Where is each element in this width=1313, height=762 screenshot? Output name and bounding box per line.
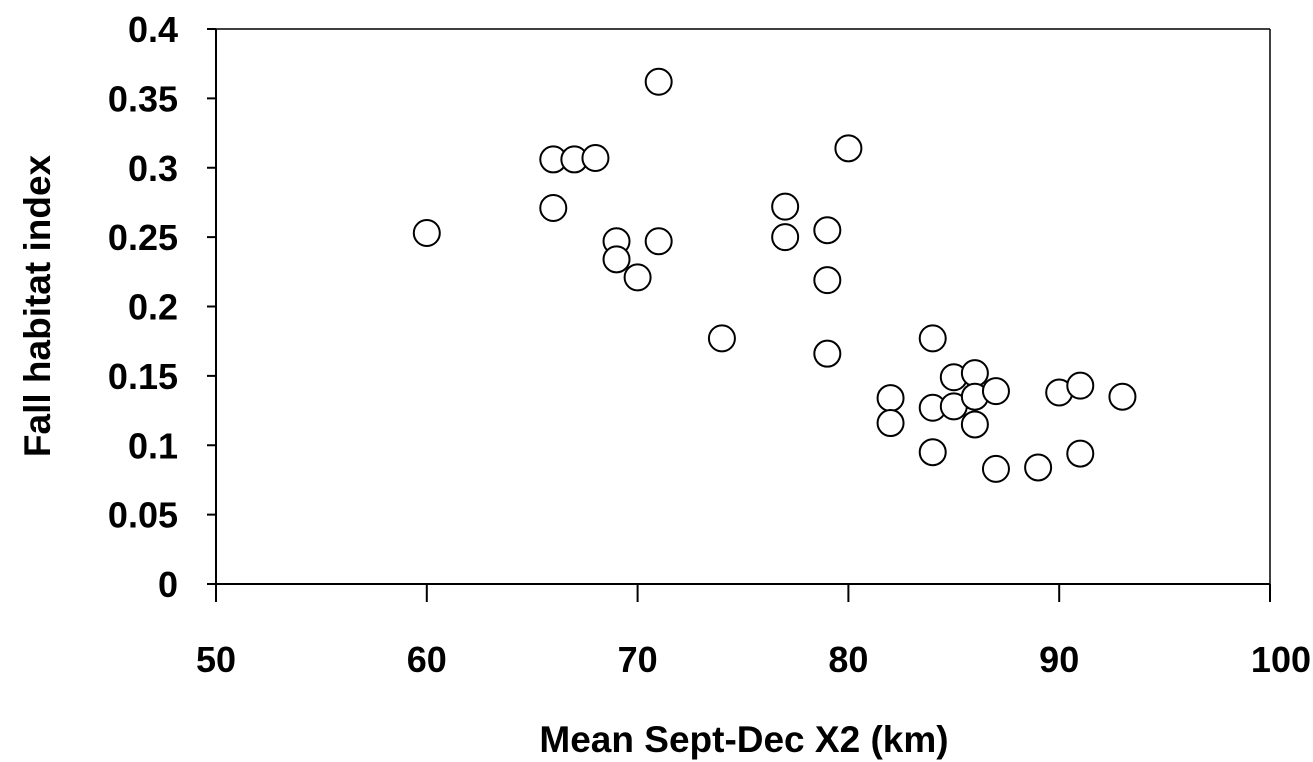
data-point <box>876 384 905 413</box>
data-points <box>412 67 1137 483</box>
data-point <box>960 359 989 388</box>
data-point <box>771 192 800 221</box>
data-point <box>960 410 989 439</box>
y-tick-label: 0.25 <box>108 217 178 258</box>
data-point <box>581 144 610 173</box>
y-tick-label: 0 <box>158 564 178 605</box>
y-tick-label: 0.4 <box>128 9 178 50</box>
data-point <box>981 454 1010 483</box>
x-tick-label: 70 <box>618 639 658 680</box>
y-axis: 0 0.05 0.1 0.15 0.2 0.25 0.3 0.35 0.4 <box>108 9 216 605</box>
y-tick-label: 0.2 <box>128 287 178 328</box>
y-tick-label: 0.3 <box>128 148 178 189</box>
x-tick-label: 90 <box>1039 639 1079 680</box>
data-point <box>834 134 863 163</box>
data-point <box>981 377 1010 406</box>
y-tick-label: 0.35 <box>108 78 178 119</box>
x-tick-label: 60 <box>407 639 447 680</box>
data-point <box>602 245 631 274</box>
data-point <box>771 223 800 252</box>
data-point <box>1066 371 1095 400</box>
y-tick-label: 0.1 <box>128 425 178 466</box>
y-tick-label: 0.15 <box>108 356 178 397</box>
data-point <box>644 67 673 96</box>
data-point <box>623 263 652 292</box>
data-point <box>1108 382 1137 411</box>
data-point <box>644 227 673 256</box>
plot-frame <box>215 28 1271 585</box>
x-axis-title: Mean Sept-Dec X2 (km) <box>539 719 948 760</box>
data-point <box>813 339 842 368</box>
data-point <box>813 266 842 295</box>
data-point <box>876 409 905 438</box>
data-point <box>412 218 441 247</box>
x-tick-label: 100 <box>1251 639 1311 680</box>
data-point <box>813 216 842 245</box>
data-point <box>1024 453 1053 482</box>
data-point <box>1066 439 1095 468</box>
data-point <box>918 438 947 467</box>
x-tick-label: 80 <box>828 639 868 680</box>
y-axis-title: Fall habitat index <box>17 154 58 457</box>
data-point <box>539 193 568 222</box>
x-axis: 50 60 70 80 90 100 <box>196 584 1311 680</box>
x-tick-label: 50 <box>196 639 236 680</box>
data-point <box>707 324 736 353</box>
y-tick-label: 0.05 <box>108 495 178 536</box>
data-point <box>918 324 947 353</box>
